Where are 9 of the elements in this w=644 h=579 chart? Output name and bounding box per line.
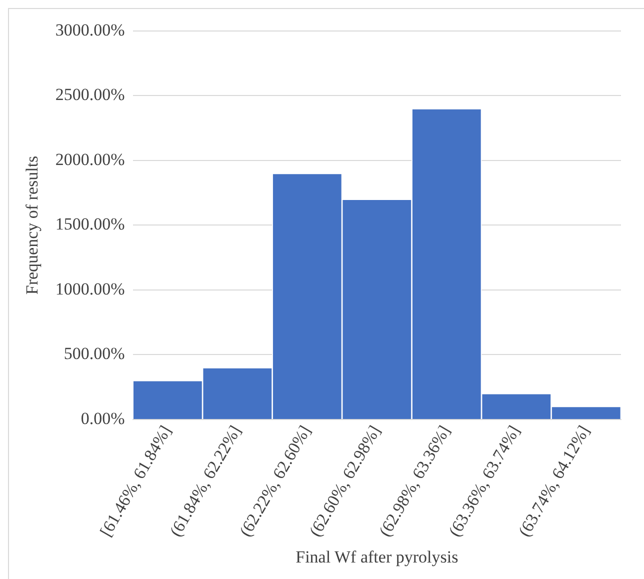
y-tick-label: 2500.00%	[55, 85, 125, 104]
y-tick-label: 1000.00%	[55, 279, 125, 298]
y-tick-label: 3000.00%	[55, 20, 125, 40]
y-tick-label: 2000.00%	[55, 150, 125, 169]
y-tick-label: 0.00%	[80, 408, 125, 428]
y-tick-label: 500.00%	[64, 344, 125, 364]
y-tick-label: 1500.00%	[55, 214, 125, 234]
y-axis-title: Frequency of results	[22, 156, 42, 295]
x-axis-title: Final Wf after pyrolysis	[296, 547, 458, 566]
